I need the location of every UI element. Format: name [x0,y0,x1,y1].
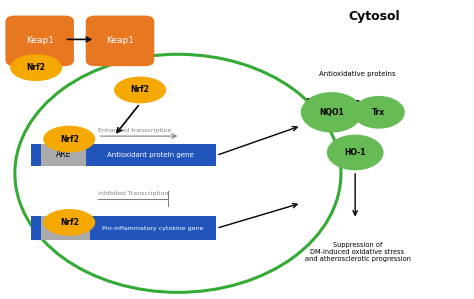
Bar [41,216,91,240]
Text: Antioxidant protein gene: Antioxidant protein gene [108,152,194,158]
Text: Keap1: Keap1 [26,36,54,45]
Text: Pro-inflammatory cytokine gene: Pro-inflammatory cytokine gene [102,226,204,231]
Bar [86,144,216,166]
Text: Nrf2: Nrf2 [60,218,79,227]
Ellipse shape [114,77,166,103]
Ellipse shape [43,126,95,152]
Text: ARE: ARE [55,150,71,159]
Bar [31,144,41,166]
Text: Nrf2: Nrf2 [60,135,79,144]
Bar [31,216,41,240]
Text: Nrf2: Nrf2 [27,63,46,72]
Bar [91,216,216,240]
Text: Antioxidative proteins: Antioxidative proteins [319,71,396,77]
Ellipse shape [43,209,95,236]
Text: Trx: Trx [372,108,385,117]
Text: Suppression of
DM-induced oxidative stress
and atherosclerotic progression: Suppression of DM-induced oxidative stre… [304,242,410,262]
Ellipse shape [10,54,62,81]
FancyBboxPatch shape [5,16,74,66]
FancyBboxPatch shape [86,16,155,66]
Text: Inhibited Transcription: Inhibited Transcription [98,191,168,196]
Text: Keap1: Keap1 [106,36,134,45]
Text: Enhanced transcription: Enhanced transcription [98,128,171,133]
Text: NQO1: NQO1 [319,108,344,117]
Text: Promoter
region: Promoter region [51,223,80,234]
Text: Nucleus: Nucleus [306,97,361,110]
Text: Cytosol: Cytosol [348,10,400,23]
Ellipse shape [353,96,405,129]
Text: HO-1: HO-1 [345,148,366,157]
Ellipse shape [301,92,362,132]
Bar [41,144,86,166]
Ellipse shape [327,135,383,170]
Text: Nrf2: Nrf2 [131,86,150,94]
